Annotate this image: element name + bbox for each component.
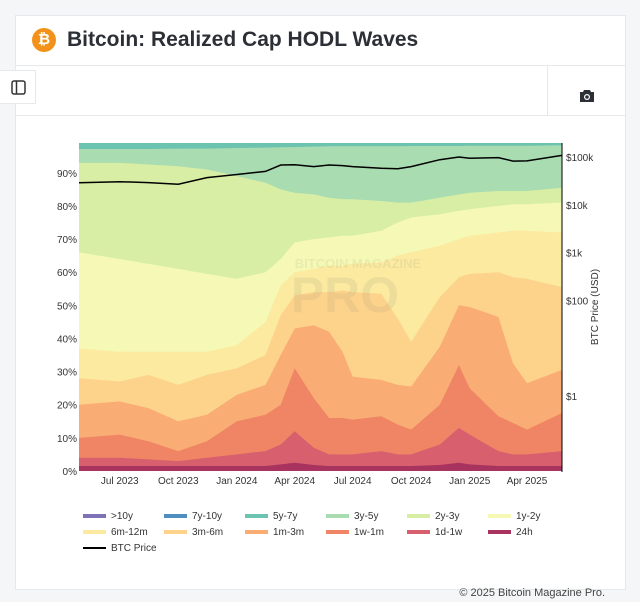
y-tick-label: 10%	[57, 434, 77, 445]
legend-item[interactable]: BTC Price	[83, 542, 157, 556]
legend-item[interactable]: >10y	[83, 510, 133, 524]
legend-item[interactable]: 2y-3y	[407, 510, 459, 524]
hodl-waves-chart: BITCOIN MAGAZINE PRO 0% 10% 20% 30% 40% 50% 60…	[57, 143, 601, 487]
x-tick-label: Apr 2024	[274, 476, 315, 487]
x-tick-label: Oct 2023	[158, 476, 199, 487]
legend-swatch	[83, 530, 106, 535]
area-1d-1w	[79, 427, 562, 471]
x-tick-label: Oct 2024	[391, 476, 432, 487]
watermark: BITCOIN MAGAZINE PRO	[291, 256, 422, 323]
legend-label: 1d-1w	[435, 527, 463, 538]
x-tick-label: Jan 2025	[449, 476, 491, 487]
y-tick-label: 80%	[57, 202, 77, 213]
y-tick-label: 20%	[57, 401, 77, 412]
sidebar-toggle-button[interactable]	[0, 70, 36, 104]
legend-label: 1y-2y	[516, 511, 541, 522]
legend-label: 3m-6m	[192, 527, 224, 538]
y-tick-label: 40%	[57, 334, 77, 345]
y2-tick-label: $100	[566, 296, 589, 307]
legend-swatch	[245, 530, 268, 535]
y-tick-label: 60%	[57, 268, 77, 279]
y2-tick-label: $1k	[566, 249, 583, 260]
legend-swatch	[488, 514, 511, 519]
legend-label: 2y-3y	[435, 511, 460, 522]
legend-item[interactable]: 7y-10y	[164, 510, 222, 524]
legend-swatch	[83, 514, 106, 519]
toolbar-divider	[547, 65, 548, 115]
legend-swatch	[83, 547, 106, 550]
legend-label: 5y-7y	[273, 511, 298, 522]
x-tick-label: Jul 2023	[101, 476, 139, 487]
legend-label: 6m-12m	[111, 527, 148, 538]
x-tick-label: Apr 2025	[507, 476, 548, 487]
right-axis-label: BTC Price (USD)	[590, 269, 601, 345]
legend-label: 24h	[516, 527, 533, 538]
legend-item[interactable]: 1m-3m	[245, 526, 304, 540]
y-tick-label: 30%	[57, 368, 77, 379]
y-tick-label: 90%	[57, 169, 77, 180]
legend-item[interactable]: 5y-7y	[245, 510, 297, 524]
legend-swatch	[164, 514, 187, 519]
y2-tick-label: $10k	[566, 201, 589, 212]
legend-item[interactable]: 3m-6m	[164, 526, 223, 540]
copyright: © 2025 Bitcoin Magazine Pro.	[459, 587, 605, 599]
sidebar-icon	[11, 80, 26, 95]
legend-swatch	[407, 514, 430, 519]
legend-label: 1m-3m	[273, 527, 305, 538]
legend-swatch	[326, 514, 349, 519]
y-tick-label: 70%	[57, 235, 77, 246]
legend-label: >10y	[111, 511, 133, 522]
legend-item[interactable]: 3y-5y	[326, 510, 378, 524]
area-24h	[79, 462, 562, 471]
y2-tick-label: $1	[566, 392, 578, 403]
legend-swatch	[164, 530, 187, 535]
y2-tick-label: $100k	[566, 153, 594, 164]
camera-icon[interactable]	[579, 89, 595, 103]
svg-text:PRO: PRO	[291, 267, 399, 323]
legend-swatch	[326, 530, 349, 535]
x-tick-label: Jul 2024	[334, 476, 372, 487]
svg-text:BITCOIN MAGAZINE: BITCOIN MAGAZINE	[295, 256, 422, 271]
x-tick-label: Jan 2024	[216, 476, 258, 487]
legend-label: 1w-1m	[354, 527, 385, 538]
legend-item[interactable]: 6m-12m	[83, 526, 148, 540]
legend-swatch	[245, 514, 268, 519]
bitcoin-icon: ₿	[32, 28, 56, 52]
page-title: Bitcoin: Realized Cap HODL Waves	[67, 28, 419, 51]
legend-swatch	[488, 530, 511, 535]
y-tick-label: 50%	[57, 301, 77, 312]
legend-item[interactable]: 1y-2y	[488, 510, 540, 524]
y-tick-label: 0%	[63, 467, 78, 478]
chart-toolbar	[16, 65, 625, 116]
legend-item[interactable]: 1w-1m	[326, 526, 384, 540]
legend-label: BTC Price	[111, 543, 157, 554]
legend-swatch	[407, 530, 430, 535]
legend-label: 3y-5y	[354, 511, 379, 522]
btc-price-line	[79, 154, 562, 185]
legend-item[interactable]: 1d-1w	[407, 526, 462, 540]
chart-header: ₿ Bitcoin: Realized Cap HODL Waves	[16, 16, 625, 66]
legend-label: 7y-10y	[192, 511, 223, 522]
legend-item[interactable]: 24h	[488, 526, 533, 540]
